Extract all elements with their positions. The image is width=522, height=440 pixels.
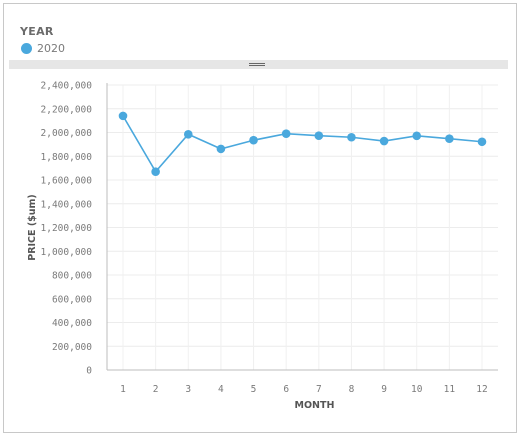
x-tick-label: 11 bbox=[444, 384, 456, 395]
x-tick-label: 5 bbox=[251, 384, 257, 395]
y-tick-label: 400,000 bbox=[52, 318, 92, 329]
y-tick-label: 1,600,000 bbox=[41, 176, 93, 187]
y-tick-label: 800,000 bbox=[52, 271, 92, 282]
y-tick-label: 2,400,000 bbox=[41, 81, 93, 92]
y-tick-label: 1,000,000 bbox=[41, 247, 93, 258]
data-point[interactable] bbox=[477, 137, 487, 147]
x-tick-label: 6 bbox=[283, 384, 289, 395]
panel-splitter[interactable] bbox=[9, 60, 508, 69]
data-point[interactable] bbox=[379, 136, 389, 146]
data-point[interactable] bbox=[347, 132, 356, 142]
x-axis-title: MONTH bbox=[295, 400, 335, 411]
x-tick-label: 10 bbox=[411, 384, 423, 395]
data-point[interactable] bbox=[314, 131, 324, 141]
data-point[interactable] bbox=[183, 129, 193, 139]
y-tick-label: 0 bbox=[86, 366, 92, 377]
x-tick-label: 2 bbox=[153, 384, 159, 395]
y-tick-label: 200,000 bbox=[52, 342, 92, 353]
x-tick-label: 1 bbox=[120, 384, 126, 395]
legend-item-2020[interactable]: 2020 bbox=[21, 42, 65, 55]
x-tick-label: 9 bbox=[381, 384, 387, 395]
y-tick-label: 1,800,000 bbox=[41, 152, 93, 163]
y-tick-label: 2,000,000 bbox=[41, 128, 93, 139]
x-tick-label: 4 bbox=[218, 384, 224, 395]
y-axis-title: PRICE ($um) bbox=[27, 194, 38, 261]
data-point[interactable] bbox=[445, 134, 454, 143]
data-point[interactable] bbox=[412, 131, 422, 141]
x-tick-label: 7 bbox=[316, 384, 322, 395]
legend-title: YEAR bbox=[20, 25, 54, 38]
chart-panel bbox=[3, 3, 517, 433]
series-line-2020 bbox=[122, 115, 483, 174]
y-tick-label: 1,400,000 bbox=[41, 199, 93, 210]
data-point[interactable] bbox=[281, 129, 291, 138]
drag-handle-icon[interactable] bbox=[249, 63, 265, 66]
data-point[interactable] bbox=[151, 167, 160, 176]
x-tick-label: 3 bbox=[185, 384, 191, 395]
legend-swatch bbox=[21, 43, 32, 54]
legend-label: 2020 bbox=[37, 42, 65, 55]
x-tick-label: 8 bbox=[349, 384, 355, 395]
data-point[interactable] bbox=[249, 135, 258, 145]
y-tick-label: 1,200,000 bbox=[41, 223, 93, 234]
y-tick-label: 600,000 bbox=[52, 294, 92, 305]
data-point[interactable] bbox=[118, 111, 128, 121]
x-tick-label: 12 bbox=[476, 384, 487, 395]
y-tick-label: 2,200,000 bbox=[41, 104, 93, 115]
data-point[interactable] bbox=[216, 144, 226, 154]
